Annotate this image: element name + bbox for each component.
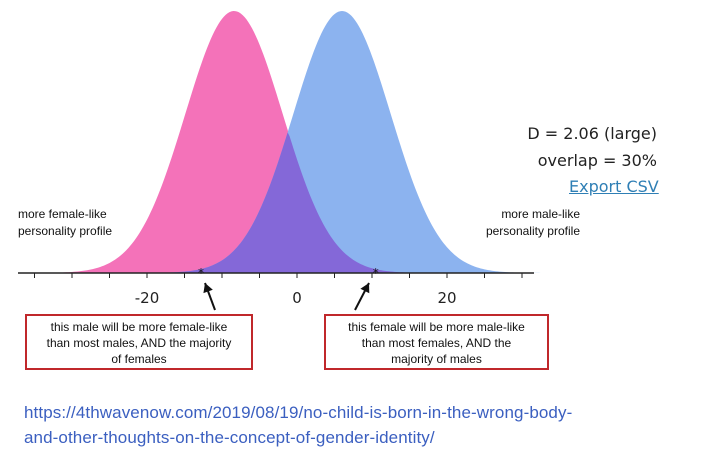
right-callout-line-2: than most females, AND the [361,336,512,350]
source-url-line-1[interactable]: https://4thwavenow.com/2019/08/19/no-chi… [24,403,573,422]
overlap-percentage: overlap = 30% [537,151,657,170]
right-callout-line-3: majority of males [391,352,482,366]
left-callout-line-2: than most males, AND the majority [46,336,232,350]
plot-area: -20 0 20 * * [18,11,545,311]
source-url-line-2[interactable]: and-other-thoughts-on-the-concept-of-gen… [24,428,435,447]
left-label-line-2: personality profile [18,224,113,238]
left-label-line-1: more female-like [18,207,107,221]
marker-asterisk: * [198,266,204,280]
right-label-line-1: more male-like [501,207,580,221]
right-label-line-2: personality profile [485,224,580,238]
marker-asterisk: * [373,266,379,280]
x-tick-label: 0 [292,289,302,307]
left-callout-line-3: of females [111,352,167,366]
right-callout-box: this female will be more male-like than … [324,314,549,370]
right-side-label: more male-like personality profile [470,206,580,240]
left-callout-box: this male will be more female-like than … [25,314,253,370]
x-tick-label: -20 [135,289,160,307]
distribution-curve-1 [19,11,545,274]
export-csv-link[interactable]: Export CSV [569,177,659,196]
effect-size-d: D = 2.06 (large) [527,124,657,143]
left-callout-line-1: this male will be more female-like [50,320,228,334]
marker-arrow-head [203,283,213,294]
distribution-curve-2 [19,11,545,273]
overlap-region [19,132,545,273]
right-callout-line-1: this female will be more male-like [348,320,525,334]
marker-arrow-head [360,283,370,294]
x-tick-label: 20 [437,289,456,307]
left-side-label: more female-like personality profile [18,206,112,240]
